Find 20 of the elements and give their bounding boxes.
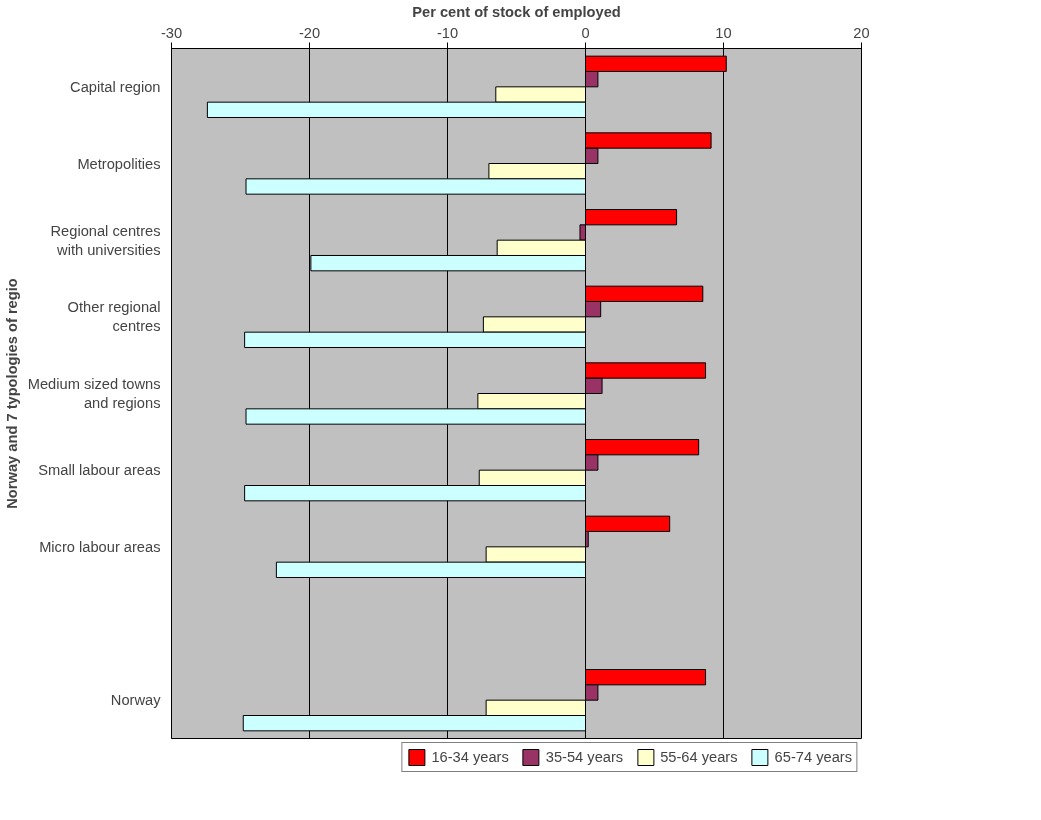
y-tick-label: Small labour areas: [38, 462, 161, 479]
legend-label: 65-74 years: [774, 749, 852, 765]
y-tick-label: Regional centres with universities: [50, 222, 161, 258]
x-tick-label: -30: [160, 24, 183, 41]
x-tick-label: 20: [853, 24, 870, 41]
legend-label: 35-54 years: [545, 749, 624, 765]
y-axis-title: Norway and 7 typologies of regio: [3, 278, 20, 509]
y-tick-label: Norway: [110, 692, 162, 709]
y-tick-label: Capital region: [70, 78, 161, 95]
x-tick-label: 0: [581, 24, 590, 41]
y-tick-label: Other regional centres: [67, 299, 161, 335]
y-tick-label: Medium sized towns and regions: [27, 375, 161, 412]
x-tick-label: -10: [436, 24, 459, 41]
legend-label: 16-34 years: [431, 749, 509, 765]
y-tick-label: Metropolities: [77, 155, 161, 172]
legend-label: 55-64 years: [660, 749, 738, 765]
x-tick-label: 10: [715, 24, 732, 41]
x-axis-title: Per cent of stock of employed: [412, 3, 621, 20]
y-tick-label: Micro labour areas: [39, 538, 161, 555]
x-tick-label: -20: [298, 24, 321, 41]
